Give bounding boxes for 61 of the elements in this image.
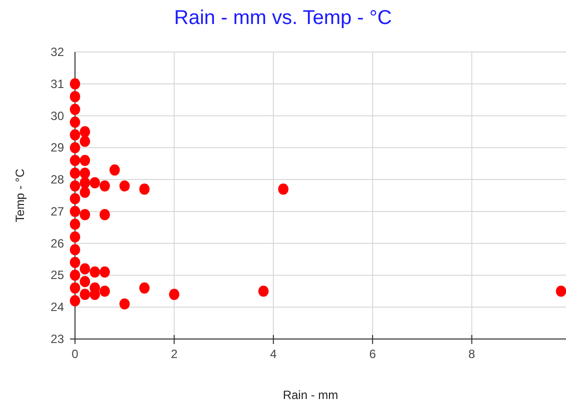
chart-title: Rain - mm vs. Temp - °C bbox=[174, 7, 392, 29]
point bbox=[80, 154, 90, 166]
y-tick-label: 32 bbox=[50, 45, 64, 59]
point bbox=[70, 231, 80, 243]
point bbox=[168, 288, 180, 300]
point bbox=[70, 142, 80, 154]
point bbox=[139, 184, 150, 195]
point bbox=[278, 184, 289, 195]
x-tick-label: 4 bbox=[270, 347, 278, 361]
point bbox=[90, 266, 100, 278]
point bbox=[258, 286, 269, 297]
y-tick-label: 25 bbox=[50, 268, 64, 282]
point bbox=[70, 180, 80, 192]
y-tick-label: 31 bbox=[50, 76, 64, 91]
point bbox=[70, 78, 80, 90]
y-tick-label: 29 bbox=[50, 140, 64, 155]
point bbox=[119, 180, 130, 192]
y-tick-label: 26 bbox=[50, 236, 64, 250]
y-tick-label: 23 bbox=[50, 332, 64, 346]
point bbox=[80, 209, 90, 220]
point bbox=[70, 116, 80, 128]
point bbox=[70, 168, 80, 179]
point bbox=[70, 104, 80, 115]
point bbox=[70, 218, 80, 230]
point bbox=[80, 168, 90, 179]
x-tick-label: 6 bbox=[369, 347, 376, 361]
x-tick-label: 0 bbox=[72, 347, 79, 361]
point bbox=[70, 206, 80, 218]
point bbox=[80, 276, 90, 288]
point bbox=[70, 256, 80, 268]
y-tick-label: 27 bbox=[50, 204, 64, 218]
point bbox=[70, 154, 80, 166]
x-tick-label: 2 bbox=[170, 347, 178, 361]
point bbox=[70, 193, 80, 204]
x-tick-label: 8 bbox=[468, 347, 476, 361]
point bbox=[109, 164, 120, 176]
point bbox=[100, 180, 110, 192]
point bbox=[90, 177, 100, 188]
point bbox=[80, 288, 90, 300]
point bbox=[70, 295, 80, 306]
point bbox=[80, 263, 90, 274]
point bbox=[70, 91, 80, 102]
point bbox=[556, 286, 566, 297]
x-axis-title: Rain - mm bbox=[282, 388, 338, 402]
point bbox=[139, 282, 150, 294]
point bbox=[80, 126, 90, 138]
point bbox=[100, 286, 110, 297]
point bbox=[80, 177, 90, 188]
y-tick-label: 28 bbox=[50, 172, 64, 187]
point bbox=[70, 270, 80, 281]
point bbox=[70, 129, 80, 141]
y-tick-label: 24 bbox=[50, 300, 64, 314]
y-axis-title: Temp - °C bbox=[13, 168, 27, 222]
point bbox=[70, 282, 80, 294]
point bbox=[119, 298, 130, 310]
point bbox=[100, 266, 110, 278]
point bbox=[80, 136, 90, 147]
point bbox=[100, 209, 110, 220]
point bbox=[70, 244, 80, 256]
y-tick-label: 30 bbox=[50, 108, 64, 123]
point bbox=[80, 186, 90, 198]
